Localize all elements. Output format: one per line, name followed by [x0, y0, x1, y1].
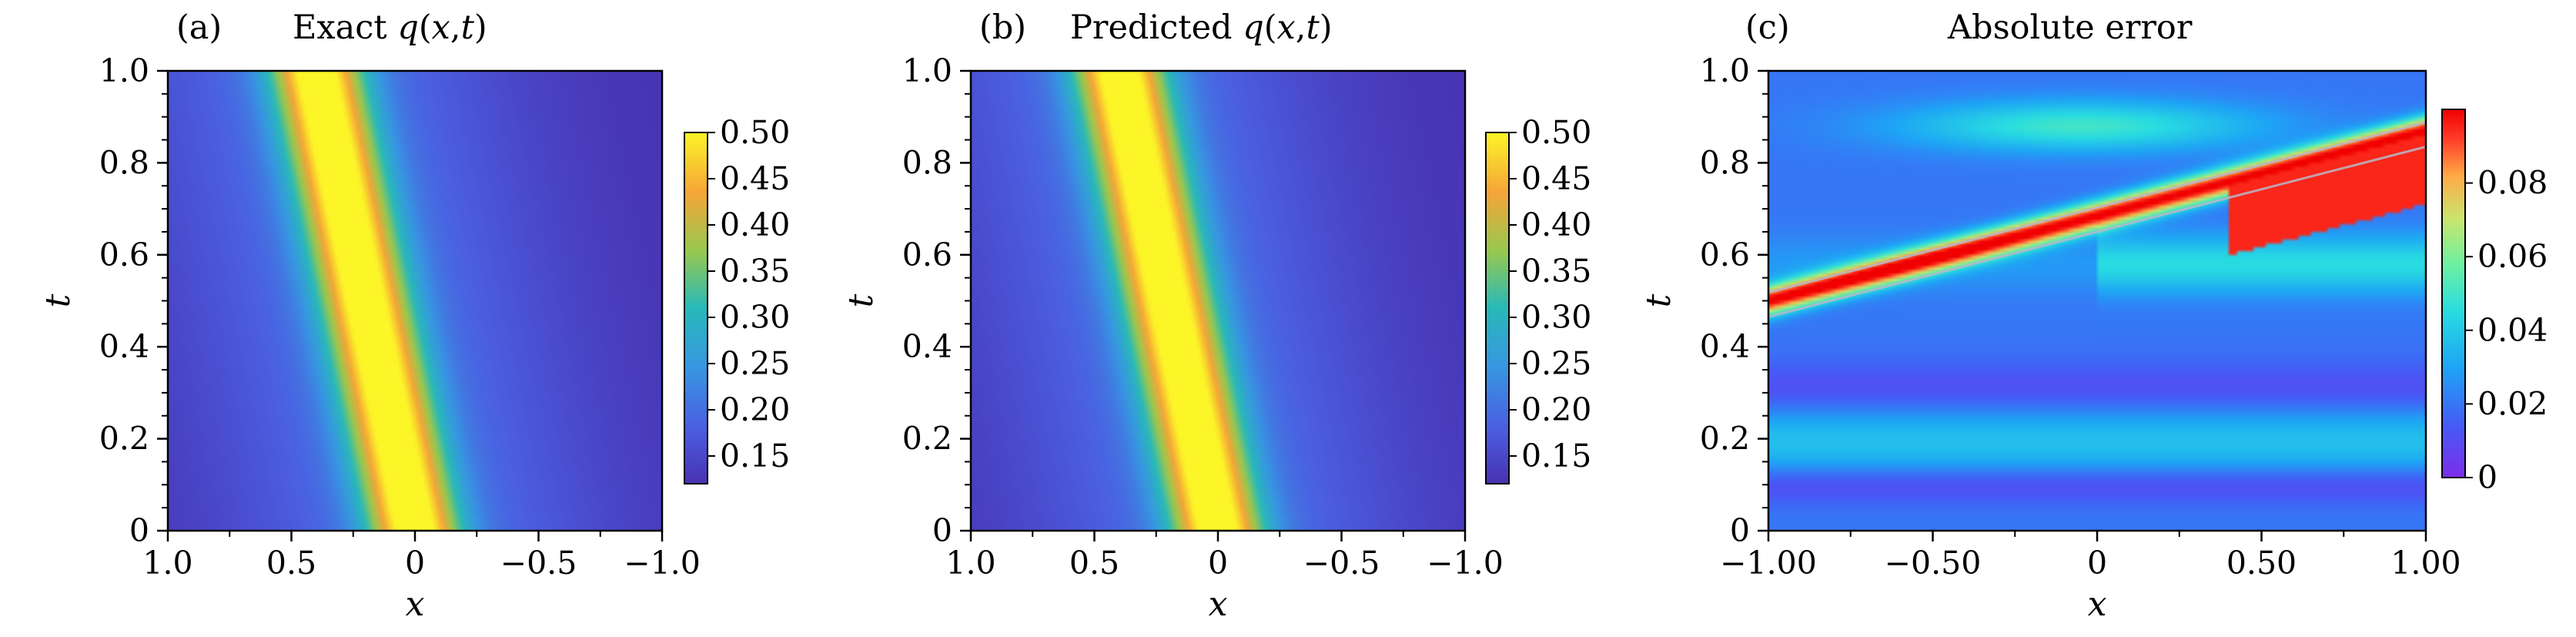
panel-label: (b)	[979, 8, 1026, 47]
colorbar-tick-label: 0.06	[2477, 238, 2548, 275]
colorbar-tick-label: 0.40	[720, 206, 790, 243]
colorbar-tick-label: 0.08	[2477, 165, 2548, 202]
x-tick-label: 0	[1208, 545, 1228, 582]
panel-title: Absolute error	[1947, 8, 2193, 47]
x-tick-label: −0.50	[1885, 545, 1982, 582]
y-tick-label: 0.4	[902, 328, 952, 365]
x-tick-label: 1.0	[142, 545, 192, 582]
colorbar-tick-label: 0.35	[720, 253, 790, 290]
x-axis-label: x	[1209, 585, 1228, 624]
y-tick-label: 0.2	[902, 421, 952, 458]
heatmap-image	[168, 71, 662, 531]
y-tick-label: 0.8	[1700, 144, 1750, 181]
colorbar	[1485, 132, 1510, 484]
x-tick-label: −0.5	[1303, 545, 1380, 582]
error-streak-1	[1768, 121, 2427, 294]
colorbar-tick-label: 0.20	[720, 391, 790, 428]
colorbar	[2441, 109, 2466, 478]
x-tick-label: 1.0	[945, 545, 995, 582]
y-tick-label: 1.0	[99, 52, 149, 89]
y-tick-label: 0	[932, 512, 952, 549]
panel-0: 1.0 0.5 0 −0.5 −1.000.20.40.60.81.0xt(a) Exac…	[38, 8, 790, 624]
x-tick-label: 0	[405, 545, 425, 582]
y-tick-label: 0.2	[99, 421, 149, 458]
x-axis-label: x	[2088, 585, 2107, 624]
colorbar	[684, 132, 708, 484]
y-tick-label: 1.0	[1700, 52, 1750, 89]
panel-label: (a)	[176, 8, 222, 47]
y-tick-label: 0	[1730, 512, 1750, 549]
x-tick-label: −1.0	[624, 545, 701, 582]
panel-title: Exact q(x,t)	[293, 8, 487, 47]
x-axis-label: x	[406, 585, 425, 624]
y-tick-label: 0.6	[1700, 236, 1750, 273]
x-tick-label: −1.00	[1720, 545, 1817, 582]
colorbar-tick-label: 0.35	[1521, 253, 1591, 290]
y-tick-label: 0.8	[902, 144, 952, 181]
colorbar-tick-label: 0.45	[720, 160, 790, 197]
colorbar-tick-label: 0	[2477, 459, 2497, 496]
x-tick-label: −1.0	[1427, 545, 1504, 582]
heatmap-image	[971, 71, 1465, 531]
colorbar-tick-label: 0.20	[1521, 391, 1591, 428]
panel-2: −1.00 −0.50 0 0.50 1.00 0 0.2 0.4 0.6 0.8 1.0 x t (c)…	[1639, 8, 2548, 624]
colorbar-tick-label: 0.30	[720, 299, 790, 336]
y-tick-label: 1.0	[902, 52, 952, 89]
colorbar-tick-label: 0.25	[1521, 345, 1591, 382]
y-tick-label: 0.4	[1700, 328, 1750, 365]
y-axis-label: t	[38, 293, 78, 307]
colorbar-tick-label: 0.40	[1521, 206, 1591, 243]
colorbar-tick-label: 0.50	[1521, 114, 1591, 151]
colorbar-tick-label: 0.15	[720, 438, 790, 474]
colorbar-tick-label: 0.02	[2477, 385, 2548, 422]
y-axis-label: t	[1639, 293, 1678, 307]
colorbar-tick-label: 0.30	[1521, 299, 1591, 336]
y-tick-label: 0.6	[99, 236, 149, 273]
x-tick-label: 0.5	[1069, 545, 1119, 582]
y-tick-label: 0.2	[1700, 421, 1750, 458]
colorbar-tick-label: 0.04	[2477, 312, 2548, 349]
colorbar-tick-label: 0.50	[720, 114, 790, 151]
x-tick-label: 0	[2087, 545, 2107, 582]
y-tick-label: 0.4	[99, 328, 149, 365]
y-tick-label: 0.6	[902, 236, 952, 273]
x-tick-label: 0.50	[2226, 545, 2297, 582]
panel-label: (c)	[1745, 8, 1790, 47]
x-tick-label: 0.5	[266, 545, 316, 582]
y-axis-label: t	[841, 293, 881, 307]
colorbar-tick-label: 0.45	[1521, 160, 1591, 197]
y-tick-label: 0	[129, 512, 149, 549]
error-streak-0	[1768, 146, 2427, 318]
y-tick-label: 0.8	[99, 144, 149, 181]
colorbar-tick-label: 0.25	[720, 345, 790, 382]
panel-title: Predicted q(x,t)	[1070, 8, 1333, 47]
x-tick-label: 1.00	[2390, 545, 2461, 582]
x-tick-label: −0.5	[500, 545, 577, 582]
heatmap-image	[1768, 71, 2426, 531]
colorbar-tick-label: 0.15	[1521, 438, 1591, 474]
panel-1: 1.0 0.5 0 −0.5 −1.000.20.40.60.81.0xt(b) Pred…	[841, 8, 1591, 624]
